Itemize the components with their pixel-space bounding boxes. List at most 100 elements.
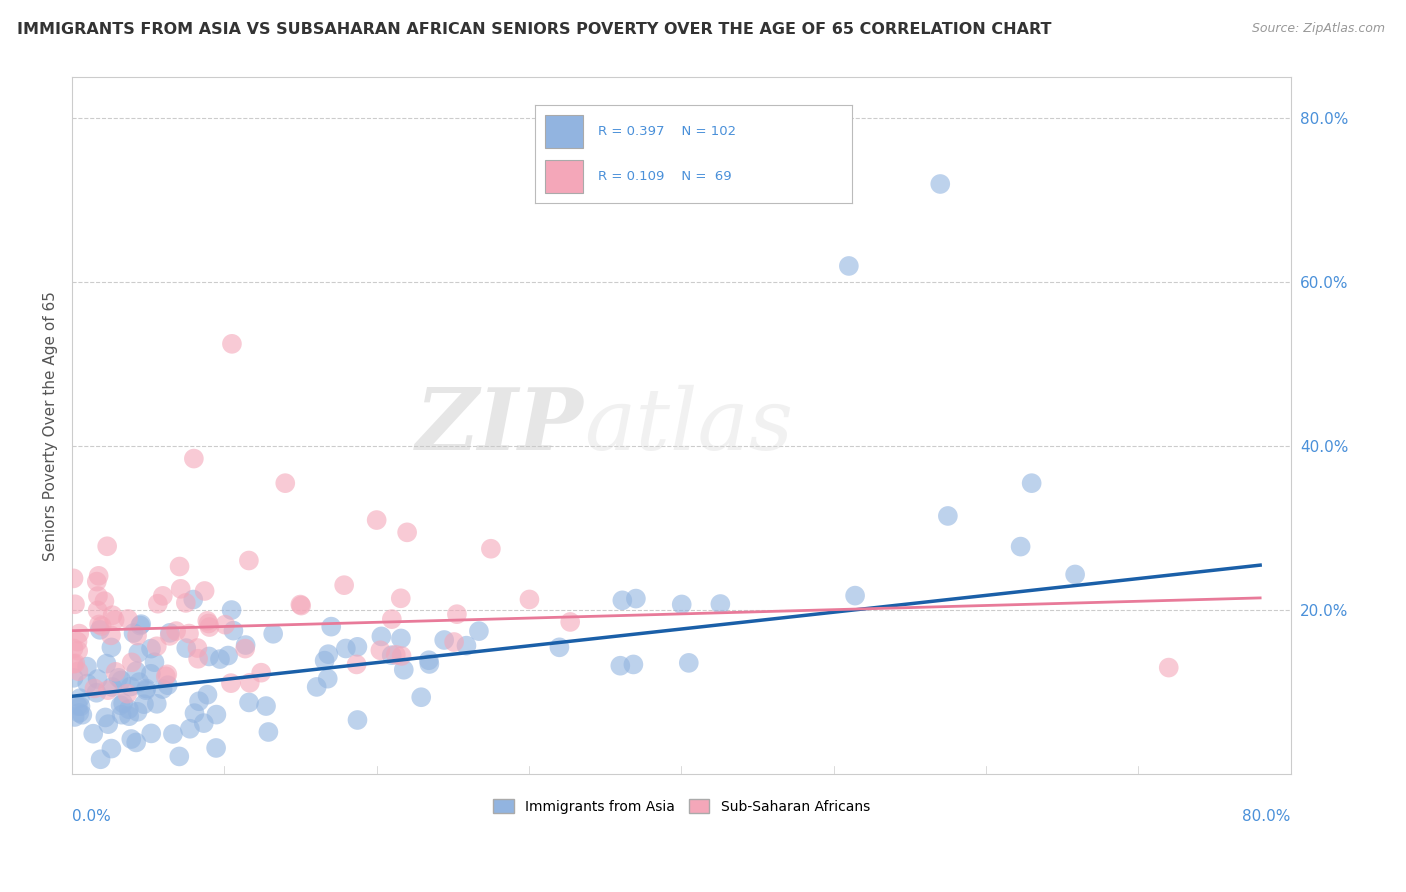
Point	[221, 603, 243, 617]
Point	[100, 628, 122, 642]
Point	[63, 710, 86, 724]
Point	[183, 706, 205, 720]
Point	[197, 616, 219, 631]
Point	[929, 177, 952, 191]
Point	[519, 592, 541, 607]
Point	[838, 259, 860, 273]
Point	[87, 569, 110, 583]
Point	[121, 656, 143, 670]
Point	[87, 589, 110, 603]
Point	[335, 641, 357, 656]
Point	[366, 513, 388, 527]
Text: Source: ZipAtlas.com: Source: ZipAtlas.com	[1251, 22, 1385, 36]
Text: ZIP: ZIP	[416, 384, 583, 467]
Point	[316, 647, 339, 661]
Point	[125, 664, 148, 678]
Text: IMMIGRANTS FROM ASIA VS SUBSAHARAN AFRICAN SENIORS POVERTY OVER THE AGE OF 65 CO: IMMIGRANTS FROM ASIA VS SUBSAHARAN AFRIC…	[17, 22, 1052, 37]
Point	[76, 659, 98, 673]
Point	[208, 652, 231, 666]
Point	[844, 589, 866, 603]
Point	[411, 690, 433, 705]
Point	[129, 617, 152, 632]
Point	[1021, 476, 1043, 491]
Point	[169, 749, 191, 764]
Point	[110, 673, 132, 688]
Point	[1157, 660, 1180, 674]
Point	[250, 665, 273, 680]
Point	[152, 681, 174, 696]
Point	[333, 578, 356, 592]
Point	[66, 698, 89, 713]
Point	[110, 698, 132, 713]
Point	[67, 664, 90, 678]
Point	[146, 697, 169, 711]
Point	[609, 658, 631, 673]
Point	[87, 617, 110, 632]
Point	[290, 598, 312, 612]
Point	[233, 641, 256, 656]
Point	[97, 683, 120, 698]
Point	[392, 663, 415, 677]
Point	[86, 672, 108, 686]
Point	[89, 623, 111, 637]
Point	[62, 571, 84, 585]
Point	[165, 624, 187, 638]
Point	[205, 707, 228, 722]
Point	[69, 699, 91, 714]
Point	[238, 553, 260, 567]
Point	[169, 582, 191, 596]
Point	[214, 617, 236, 632]
Point	[156, 667, 179, 681]
Point	[67, 706, 90, 720]
Point	[623, 657, 645, 672]
Point	[146, 597, 169, 611]
Point	[381, 612, 404, 626]
Point	[125, 629, 148, 643]
Point	[221, 336, 243, 351]
Point	[159, 625, 181, 640]
Point	[174, 641, 197, 656]
Point	[239, 675, 262, 690]
Point	[217, 648, 239, 663]
Point	[96, 657, 118, 671]
Point	[162, 727, 184, 741]
Point	[94, 710, 117, 724]
Point	[468, 624, 491, 639]
Point	[370, 629, 392, 643]
Point	[179, 722, 201, 736]
Point	[346, 657, 368, 672]
Point	[100, 640, 122, 655]
Point	[127, 646, 149, 660]
Point	[193, 716, 215, 731]
Point	[82, 727, 104, 741]
Point	[479, 541, 502, 556]
Point	[188, 694, 211, 708]
Point	[194, 584, 217, 599]
Point	[456, 639, 478, 653]
Point	[321, 620, 343, 634]
Point	[143, 655, 166, 669]
Point	[139, 641, 162, 656]
Point	[65, 657, 87, 671]
Point	[396, 525, 419, 540]
Point	[117, 612, 139, 626]
Point	[129, 618, 152, 632]
Point	[69, 691, 91, 706]
Point	[135, 683, 157, 698]
Point	[128, 675, 150, 690]
Point	[205, 741, 228, 756]
Point	[195, 614, 218, 628]
Point	[262, 627, 284, 641]
Point	[305, 680, 328, 694]
Point	[104, 665, 127, 679]
Point	[257, 725, 280, 739]
Point	[624, 591, 647, 606]
Point	[118, 702, 141, 716]
Point	[198, 620, 221, 634]
Point	[709, 597, 731, 611]
Point	[125, 735, 148, 749]
Point	[346, 640, 368, 654]
Point	[316, 672, 339, 686]
Point	[1010, 540, 1032, 554]
Point	[120, 680, 142, 694]
